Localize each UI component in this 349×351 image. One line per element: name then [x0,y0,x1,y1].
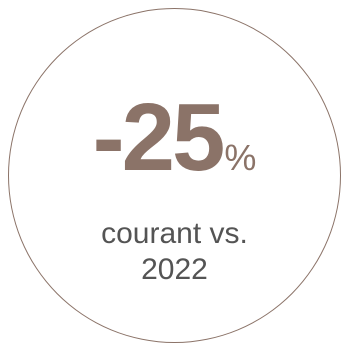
stat-value: -25% [0,90,349,186]
caption-line-2: 2022 [141,253,208,286]
caption-line-1: courant vs. [101,217,248,250]
stat-number: -25 [92,84,226,191]
stat-unit: % [224,137,257,178]
circle-outline [8,8,341,343]
stat-caption: courant vs. 2022 [0,216,349,288]
